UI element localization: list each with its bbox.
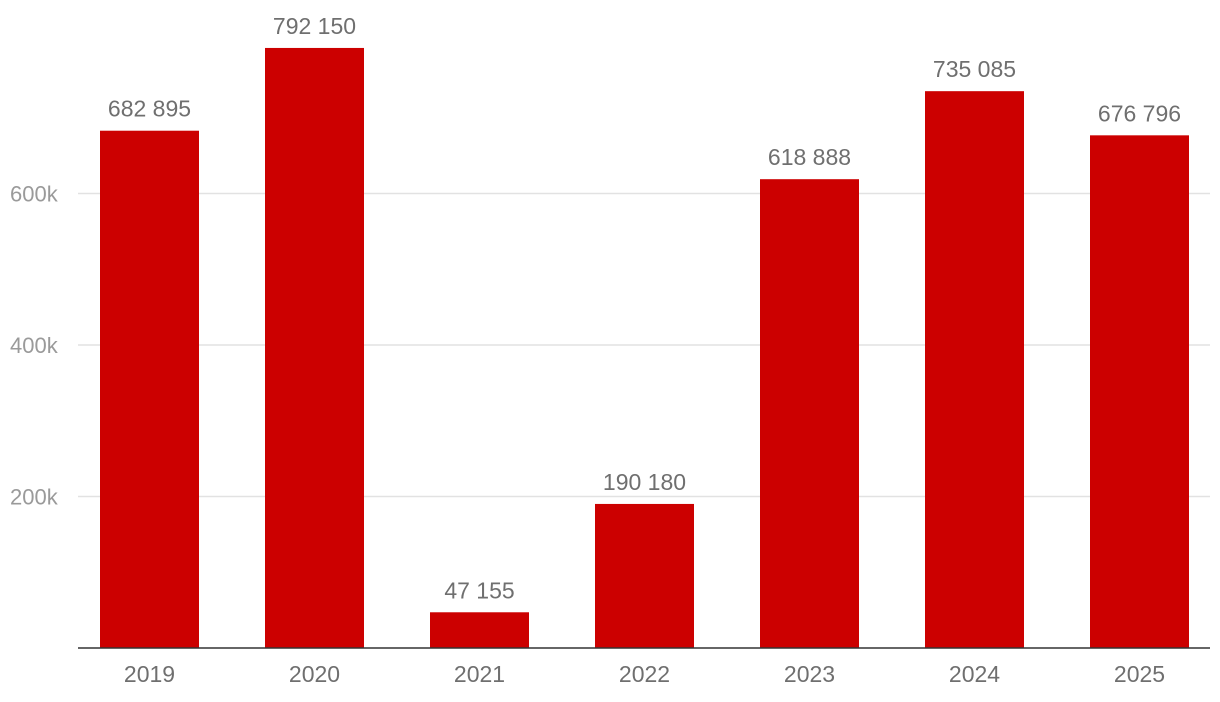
bar-2023 [760, 179, 859, 649]
data-label-2024: 735 085 [933, 56, 1016, 82]
data-label-2020: 792 150 [273, 13, 356, 39]
bar-2024 [925, 91, 1024, 649]
x-tick-label-2019: 2019 [124, 661, 175, 687]
data-label-2022: 190 180 [603, 469, 686, 495]
x-tick-label-2021: 2021 [454, 661, 505, 687]
gridlines [78, 192, 1210, 498]
y-tick-label: 400k [10, 333, 59, 358]
bar-2025 [1090, 135, 1189, 648]
data-label-2019: 682 895 [108, 96, 191, 122]
x-tick-label-2025: 2025 [1114, 661, 1165, 687]
bar-2020 [265, 47, 364, 649]
x-axis-ticks: 2019 2020 2021 2022 2023 2024 2025 [124, 661, 1165, 687]
data-label-2025: 676 796 [1098, 100, 1181, 126]
bar-2022 [595, 503, 694, 648]
data-labels: 682 895 792 150 47 155 190 180 618 888 735 08… [108, 13, 1181, 603]
data-label-2021: 47 155 [444, 577, 514, 603]
bar-2021 [430, 612, 529, 648]
x-tick-label-2022: 2022 [619, 661, 670, 687]
x-tick-label-2024: 2024 [949, 661, 1000, 687]
bar-2019 [100, 130, 199, 648]
x-tick-label-2023: 2023 [784, 661, 835, 687]
bars [100, 47, 1189, 649]
y-axis-ticks: 200k 400k 600k [10, 182, 59, 510]
y-tick-label: 200k [10, 485, 59, 510]
x-tick-label-2020: 2020 [289, 661, 340, 687]
data-label-2023: 618 888 [768, 144, 851, 170]
y-tick-label: 600k [10, 182, 59, 207]
